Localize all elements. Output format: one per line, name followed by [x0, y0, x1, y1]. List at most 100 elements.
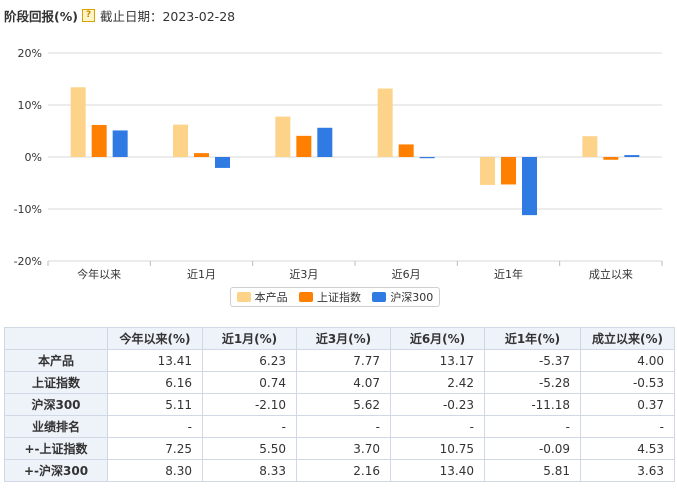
bar: [91, 124, 107, 157]
bar: [173, 124, 188, 157]
table-header-cell: 近6月(%): [390, 327, 485, 350]
table-cell: -0.53: [580, 371, 675, 394]
table-cell: -: [484, 415, 581, 438]
table-header-cell: 近1年(%): [484, 327, 581, 350]
bar: [296, 135, 312, 157]
bar: [419, 157, 435, 159]
table-cell: 6.16: [107, 371, 203, 394]
table-cell: -0.09: [484, 437, 581, 460]
table-cell: 6.23: [202, 349, 297, 372]
table-cell: -5.28: [484, 371, 581, 394]
table-cell: 4.00: [580, 349, 675, 372]
row-label: 沪深300: [4, 393, 108, 416]
row-label: 本产品: [4, 349, 108, 372]
table-cell: -11.18: [484, 393, 581, 416]
section-header: 阶段回报(%) ? 截止日期：2023-02-28: [0, 0, 677, 30]
table-cell: -: [580, 415, 675, 438]
returns-table: 今年以来(%) 近1月(%) 近3月(%) 近6月(%) 近1年(%) 成立以来…: [4, 327, 675, 482]
y-tick-label: -10%: [14, 203, 42, 216]
bar: [70, 87, 86, 157]
legend-swatch-csi300: [372, 292, 387, 302]
legend-swatch-sse: [298, 292, 313, 302]
bar: [317, 127, 333, 157]
table-cell: 3.70: [296, 437, 391, 460]
row-label: 业绩排名: [4, 415, 108, 438]
x-tick-label: 成立以来: [589, 267, 633, 281]
table-row: 沪深300 5.11 -2.10 5.62 -0.23 -11.18 0.37: [4, 393, 675, 416]
returns-bar-chart: 20% 10% 0% -10% -20% 今年以来 近1月 近3月 近6月 近1年 成立以来: [14, 47, 663, 281]
legend-item-csi300[interactable]: 沪深300: [372, 289, 433, 305]
bar: [480, 157, 495, 185]
table-cell: -: [296, 415, 391, 438]
table-cell: 8.33: [202, 459, 297, 482]
table-cell: 4.07: [296, 371, 391, 394]
y-tick-label: -20%: [14, 255, 42, 268]
legend-item-product[interactable]: 本产品: [236, 289, 288, 305]
table-cell: -: [202, 415, 297, 438]
table-cell: 8.30: [107, 459, 203, 482]
x-tick-label: 近3月: [289, 268, 318, 281]
table-row: +-沪深300 8.30 8.33 2.16 13.40 5.81 3.63: [4, 459, 675, 482]
legend-label-sse: 上证指数: [316, 291, 361, 304]
bar: [522, 157, 537, 216]
table-cell: 3.63: [580, 459, 675, 482]
table-row: 上证指数 6.16 0.74 4.07 2.42 -5.28 -0.53: [4, 371, 675, 394]
table-header-cell: [4, 327, 108, 350]
table-cell: -2.10: [202, 393, 297, 416]
table-header-cell: 近3月(%): [296, 327, 391, 350]
bar: [501, 157, 516, 185]
question-mark-icon[interactable]: ?: [81, 8, 95, 22]
table-cell: 13.40: [390, 459, 485, 482]
legend-swatch-product: [236, 292, 251, 302]
cutoff-date: 截止日期：2023-02-28: [99, 8, 236, 24]
table-cell: 4.53: [580, 437, 675, 460]
table-row: 本产品 13.41 6.23 7.77 13.17 -5.37 4.00: [4, 349, 675, 372]
section-title: 阶段回报(%): [4, 8, 78, 24]
x-tick-label: 近1月: [187, 268, 216, 281]
chart-legend: 本产品 上证指数 沪深300: [230, 287, 440, 307]
bar: [215, 157, 230, 168]
table-header-cell: 成立以来(%): [580, 327, 675, 350]
table-cell: 13.17: [390, 349, 485, 372]
table-cell: 0.74: [202, 371, 297, 394]
bar: [582, 136, 598, 157]
table-cell: 5.62: [296, 393, 391, 416]
table-cell: 7.77: [296, 349, 391, 372]
legend-item-sse[interactable]: 上证指数: [298, 289, 361, 305]
table-cell: 2.16: [296, 459, 391, 482]
table-row: +-上证指数 7.25 5.50 3.70 10.75 -0.09 4.53: [4, 437, 675, 460]
table-cell: -: [107, 415, 203, 438]
bar: [275, 116, 291, 157]
bar: [377, 88, 393, 157]
bar: [624, 155, 640, 157]
legend-label-product: 本产品: [254, 291, 288, 304]
bar: [398, 144, 414, 157]
table-cell: -: [390, 415, 485, 438]
x-tick-label: 近1年: [494, 267, 523, 281]
bar: [194, 153, 209, 157]
table-cell: 5.50: [202, 437, 297, 460]
table-cell: 7.25: [107, 437, 203, 460]
x-tick-label: 近6月: [392, 268, 421, 281]
row-label: +-沪深300: [4, 459, 108, 482]
table-cell: 5.81: [484, 459, 581, 482]
bar: [112, 130, 128, 157]
table-cell: 5.11: [107, 393, 203, 416]
legend-label-csi300: 沪深300: [390, 291, 434, 304]
table-row: 业绩排名 - - - - - -: [4, 415, 675, 438]
table-cell: 2.42: [390, 371, 485, 394]
x-tick-label: 今年以来: [77, 267, 121, 281]
bar: [603, 157, 619, 160]
table-cell: 0.37: [580, 393, 675, 416]
table-cell: -0.23: [390, 393, 485, 416]
row-label: +-上证指数: [4, 437, 108, 460]
y-tick-label: 20%: [18, 47, 42, 60]
table-header-cell: 近1月(%): [202, 327, 297, 350]
y-tick-label: 10%: [18, 99, 42, 112]
table-header-row: 今年以来(%) 近1月(%) 近3月(%) 近6月(%) 近1年(%) 成立以来…: [4, 327, 675, 350]
table-header-cell: 今年以来(%): [107, 327, 203, 350]
row-label: 上证指数: [4, 371, 108, 394]
y-tick-label: 0%: [25, 151, 42, 164]
table-cell: 13.41: [107, 349, 203, 372]
table-cell: 10.75: [390, 437, 485, 460]
